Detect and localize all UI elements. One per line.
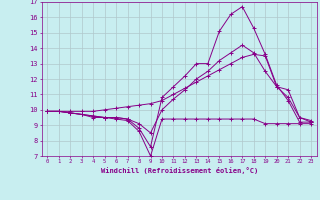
X-axis label: Windchill (Refroidissement éolien,°C): Windchill (Refroidissement éolien,°C) <box>100 167 258 174</box>
